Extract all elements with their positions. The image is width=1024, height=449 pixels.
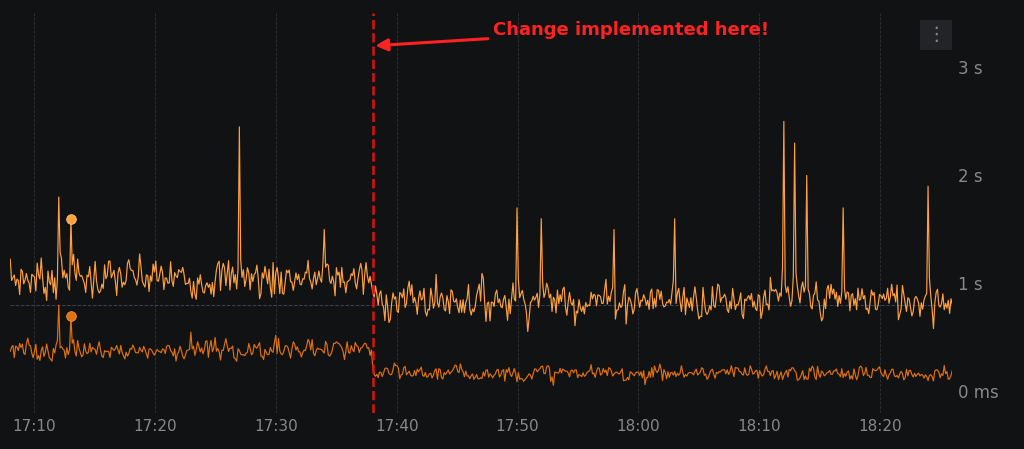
Text: ⋮: ⋮ [927, 26, 946, 44]
Text: Change implemented here!: Change implemented here! [379, 21, 769, 50]
